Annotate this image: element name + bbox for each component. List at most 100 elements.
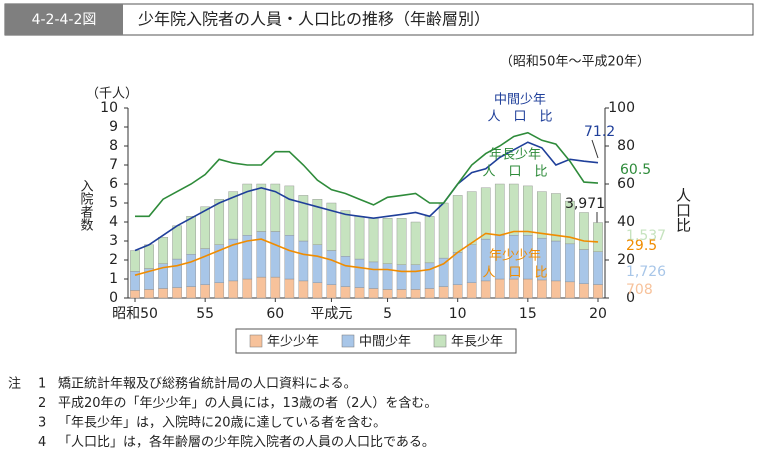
- y2-tick-label: 60: [617, 176, 635, 192]
- bar: [284, 185, 295, 236]
- note-text: 矯正統計年報及び総務省統計局の人口資料による。: [58, 376, 357, 392]
- bar: [382, 289, 393, 299]
- bar: [438, 257, 449, 287]
- bar: [480, 280, 491, 299]
- bar: [537, 191, 547, 239]
- bar: [480, 187, 491, 240]
- bar: [312, 282, 323, 299]
- bar: [354, 258, 365, 288]
- bar: [579, 283, 589, 299]
- legend-swatch: [433, 334, 447, 348]
- x-tick-label: 60: [266, 306, 284, 322]
- bar: [326, 202, 337, 251]
- bar: [565, 200, 575, 245]
- y-tick-label: 8: [109, 138, 118, 154]
- bar: [410, 221, 421, 265]
- y-tick-label: 1: [109, 271, 118, 287]
- bar: [312, 198, 323, 245]
- bar: [551, 193, 561, 242]
- bar: [284, 235, 295, 280]
- bar: [452, 284, 463, 299]
- bar: [382, 217, 393, 264]
- note-text: 「年長少年」は，入院時に20歳に達している者を含む。: [58, 415, 386, 431]
- y-tick-label: 9: [109, 119, 118, 135]
- bar: [508, 278, 519, 299]
- bar: [466, 244, 477, 284]
- note-number: 2: [38, 396, 46, 411]
- y2-tick-label: 40: [617, 214, 635, 230]
- bar: [396, 217, 407, 265]
- header-title: 少年院入院者の人員・人口比の推移（年齢層別）: [138, 10, 490, 29]
- bar: [565, 281, 575, 299]
- bar: [270, 183, 281, 232]
- bar: [593, 284, 603, 299]
- bar: [214, 282, 225, 299]
- bar: [242, 183, 253, 236]
- y-tick-label: 2: [109, 252, 118, 268]
- bar: [368, 288, 379, 299]
- line-label: 人 口 比: [482, 165, 547, 180]
- bar: [298, 240, 309, 282]
- bar: [186, 216, 196, 255]
- bar: [270, 231, 281, 278]
- y-tick-label: 7: [109, 157, 118, 173]
- y-tick-label: 5: [109, 195, 118, 211]
- bar: [494, 183, 505, 236]
- value-label: 1,726: [626, 264, 666, 280]
- note-number: 1: [38, 377, 46, 392]
- bar: [144, 244, 154, 269]
- bar: [354, 287, 365, 299]
- bar: [466, 282, 477, 299]
- line-label: 年長少年: [489, 148, 541, 163]
- line: [134, 141, 599, 252]
- bar: [565, 243, 575, 283]
- bar: [312, 244, 323, 284]
- legend-swatch: [249, 334, 263, 348]
- bar: [593, 251, 603, 285]
- note-number: 3: [38, 416, 46, 431]
- bar: [410, 264, 421, 290]
- bar: [494, 278, 505, 299]
- y-tick-label: 3: [109, 233, 118, 249]
- line: [134, 230, 599, 276]
- bar: [340, 210, 351, 257]
- bar: [410, 289, 421, 299]
- bar: [438, 286, 449, 299]
- header-badge: [5, 4, 123, 35]
- bar: [523, 278, 533, 299]
- x-tick-label: 10: [449, 306, 467, 322]
- value-label: 29.5: [626, 238, 657, 254]
- y-tick-label: 4: [109, 214, 118, 230]
- value-label: 60.5: [620, 162, 651, 178]
- y-tick-label: 10: [100, 100, 118, 116]
- legend-label: 年長少年: [451, 335, 503, 350]
- bar: [200, 284, 210, 299]
- x-tick-label: 55: [196, 306, 214, 322]
- bar: [396, 289, 407, 299]
- legend-label: 中間少年: [359, 335, 411, 350]
- notes-mark: 注: [8, 377, 21, 392]
- bar: [537, 279, 547, 299]
- bar: [579, 249, 589, 284]
- bar: [579, 212, 589, 250]
- bar: [130, 250, 140, 272]
- bar: [228, 280, 239, 299]
- bar: [396, 264, 407, 290]
- line-label: 中間少年: [494, 93, 546, 108]
- bar: [326, 250, 337, 285]
- y-tick-label: 0: [109, 290, 118, 306]
- y2-tick-label: 20: [617, 252, 635, 268]
- figure-number: 4-2-4-2図: [32, 12, 97, 28]
- bar: [508, 183, 519, 236]
- line-label: 人 口 比: [482, 266, 547, 281]
- bar: [354, 216, 365, 260]
- bar: [200, 206, 210, 249]
- bar: [186, 286, 196, 299]
- value-label: 1,537: [626, 228, 666, 244]
- x-tick-label: 昭和50: [112, 306, 158, 322]
- legend-label: 年少少年: [267, 335, 319, 350]
- total-label: 3,971: [565, 196, 605, 212]
- value-label: 71.2: [584, 124, 615, 140]
- line: [135, 131, 599, 218]
